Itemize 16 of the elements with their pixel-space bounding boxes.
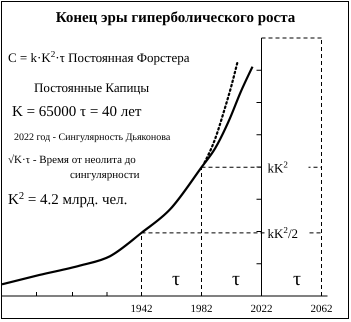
x-tick-label: 1982 [190, 303, 212, 315]
annotation: τ [232, 268, 240, 290]
annotation: K = 65000 τ = 40 лет [12, 104, 142, 120]
annotation: C = k·K$^{2}$·τ Постоянная Форстера [8, 49, 190, 65]
annotation: K$^{2}$ = 4.2 млрд. чел. [8, 190, 128, 208]
annotation: 2022 год - Сингулярность Дьяконова [14, 132, 171, 143]
annotation: √K·τ - Время от неолита до сингулярности [8, 154, 140, 181]
ref-line-label: kK$^{2}$ [268, 159, 288, 176]
annotation: τ [293, 268, 302, 290]
x-tick-label: 1942 [130, 303, 152, 315]
annotation: τ [172, 268, 180, 290]
x-tick-label: 2022 [250, 303, 272, 315]
ref-line-label: kK$^{2}$/2 [268, 224, 298, 241]
annotation: Постоянные Капицы [34, 80, 150, 95]
x-tick-label: 2062 [310, 303, 332, 315]
chart-title: Конец эры гиперболического роста [56, 10, 296, 26]
